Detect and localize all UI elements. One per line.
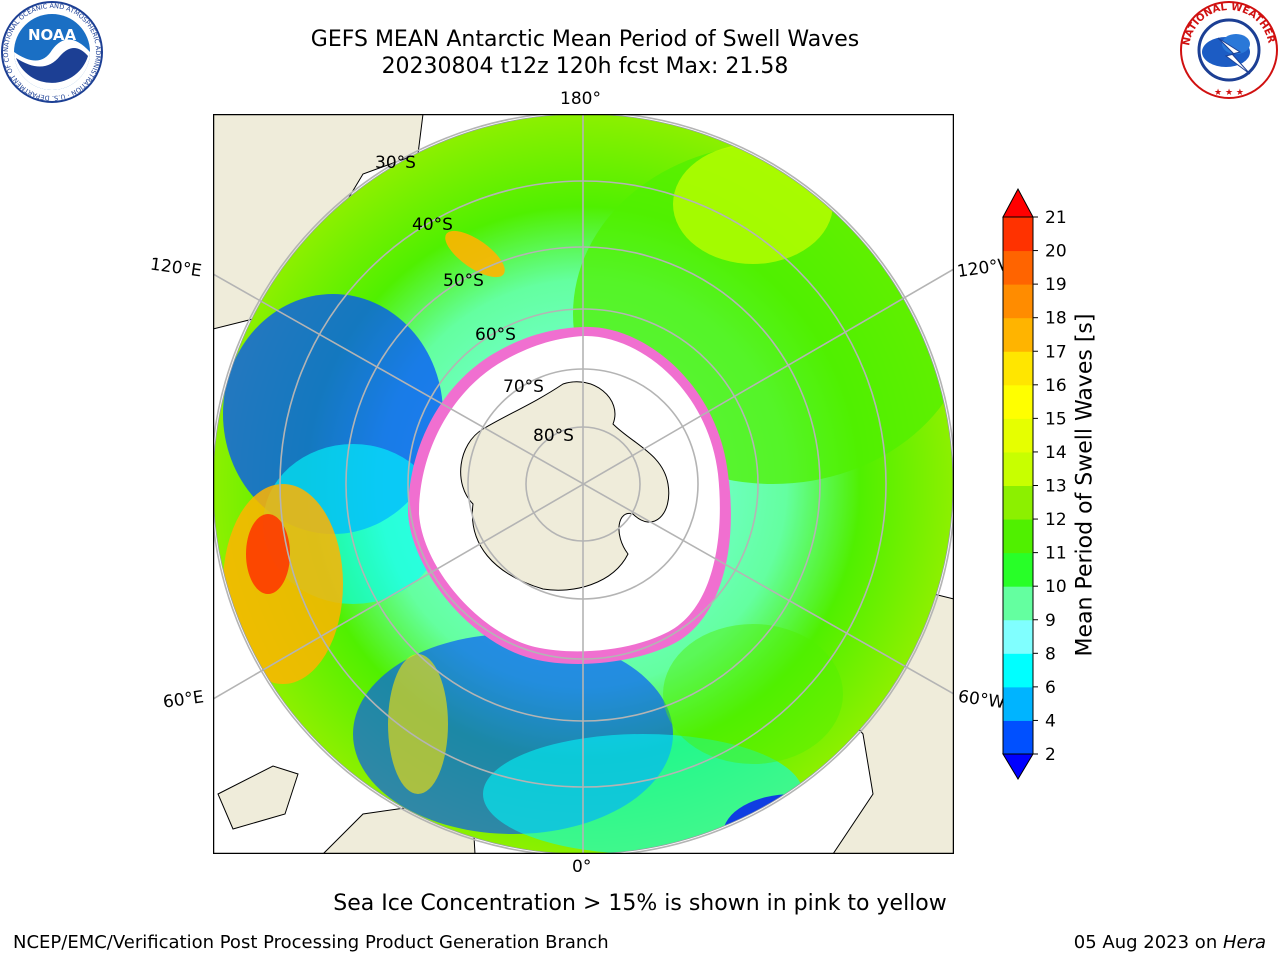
colorbar-bin [1003, 250, 1033, 285]
colorbar-bin [1003, 720, 1033, 755]
colorbar-bin [1003, 317, 1033, 352]
colorbar-tick-label: 21 [1045, 208, 1067, 228]
footer-host: Hera [1222, 932, 1266, 953]
colorbar-tick-label: 10 [1045, 577, 1067, 597]
land-antarctica [460, 381, 670, 591]
map-border [213, 114, 954, 854]
colorbar-tick-label: 8 [1045, 644, 1056, 664]
colorbar-bin [1003, 519, 1033, 554]
lon-label-120e: 120°E [148, 254, 203, 282]
swell-yellow-indian [388, 654, 448, 794]
colorbar-bin [1003, 653, 1033, 688]
colorbar-bin [1003, 586, 1033, 621]
colorbar-label: Mean Period of Swell Waves [s] [1072, 313, 1098, 657]
colorbar-max-arrow [1002, 187, 1034, 218]
lat-label-30s: 30°S [375, 153, 416, 173]
colorbar-bin [1003, 552, 1033, 587]
colorbar-bin [1003, 384, 1033, 419]
colorbar-tick-label: 2 [1045, 745, 1056, 765]
chart-title: GEFS MEAN Antarctic Mean Period of Swell… [310, 27, 860, 52]
meridian-60e-120w [213, 268, 954, 700]
colorbar-tick-label: 4 [1045, 711, 1056, 731]
colorbar-bin [1003, 619, 1033, 654]
chart-subtitle: 20230804 t12z 120h fcst Max: 21.58 [381, 54, 789, 79]
colorbar-tick-label: 6 [1045, 678, 1056, 698]
lat-label-70s: 70°S [503, 377, 544, 397]
colorbar-tick-label: 12 [1045, 510, 1067, 530]
colorbar-bin [1003, 485, 1033, 520]
nws-stars: ★ ★ ★ [1214, 88, 1244, 98]
lon-label-60e: 60°E [161, 687, 206, 713]
land-madagascar [217, 765, 299, 830]
colorbar-tick-label: 11 [1045, 544, 1067, 564]
lat-label-80s: 80°S [533, 426, 574, 446]
colorbar-bin [1003, 351, 1033, 386]
graticule [213, 114, 954, 854]
swell-region-atlantic-green [663, 624, 843, 764]
footer-date-text: 05 Aug 2023 on [1073, 932, 1223, 953]
swell-region-atlantic-cyan [483, 734, 803, 854]
lon-label-0: 0° [572, 857, 592, 877]
colorbar-min-arrow [1002, 753, 1034, 780]
lat-label-40s: 40°S [412, 215, 453, 235]
noaa-logo: NOAA NATIONAL OCEANIC AND ATMOSPHERIC AD… [0, 0, 103, 103]
colorbar-bin [1003, 418, 1033, 453]
colorbar-tick-label: 17 [1045, 342, 1067, 362]
colorbar-tick-label: 19 [1045, 275, 1067, 295]
polar-map: 30°S 40°S 50°S 60°S 70°S 80°S [213, 114, 954, 854]
footer-date: 05 Aug 2023 on Hera [1074, 932, 1266, 953]
colorbar-bin [1003, 451, 1033, 486]
lat-label-50s: 50°S [443, 271, 484, 291]
swell-max-red [246, 514, 290, 594]
colorbar: 2 4 6 8 9 10 11 12 13 14 15 16 17 18 19 20 21 [1002, 187, 1067, 780]
colorbar-tick-label: 18 [1045, 309, 1067, 329]
noaa-logo-text: NOAA [28, 26, 77, 44]
colorbar-tick-label: 9 [1045, 611, 1056, 631]
colorbar-tick-label: 16 [1045, 376, 1067, 396]
colorbar-tick-label: 13 [1045, 477, 1067, 497]
colorbar-bin [1003, 217, 1033, 252]
colorbar-tick-label: 15 [1045, 409, 1067, 429]
footer-credit: NCEP/EMC/Verification Post Processing Pr… [13, 932, 609, 953]
lon-label-180: 180° [560, 89, 601, 109]
sea-ice-caption: Sea Ice Concentration > 15% is shown in … [333, 891, 947, 916]
colorbar-bin [1003, 284, 1033, 319]
lat-label-60s: 60°S [475, 325, 516, 345]
nws-logo: NATIONAL WEATHER SERVICE ★ ★ ★ [1178, 0, 1278, 99]
colorbar-bin [1003, 686, 1033, 721]
colorbar-tick-label: 20 [1045, 242, 1067, 262]
colorbar-tick-label: 14 [1045, 443, 1067, 463]
